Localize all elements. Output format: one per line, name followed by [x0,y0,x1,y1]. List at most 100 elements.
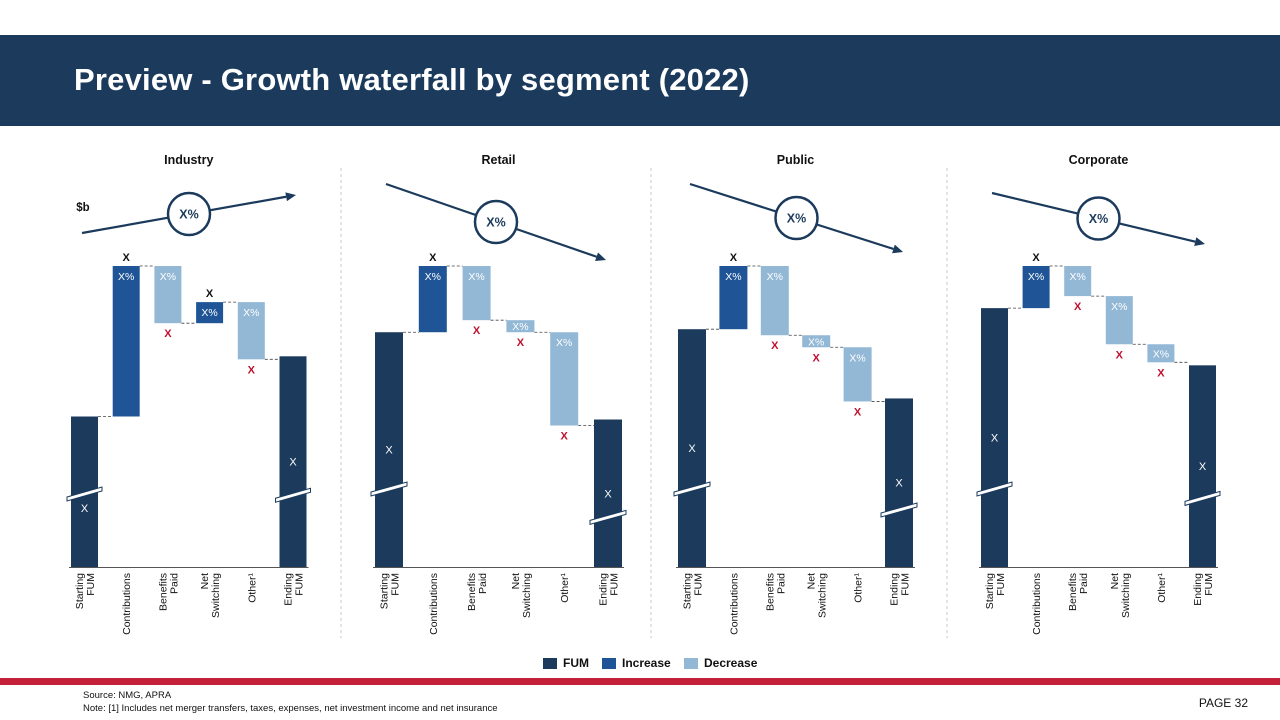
bar-1-2 [112,266,140,417]
bar-1-3 [154,266,182,324]
bar-inner-label-3-5: X% [849,352,865,364]
category-label-2-3: BenefitsPaid [466,573,489,611]
bar-1-4 [196,302,224,324]
legend-label-increase: Increase [622,656,671,670]
bar-outer-label-2-5: X [561,431,569,443]
bar-inner-label-2-2: X% [425,271,441,283]
bar-inner-label-3-2: X% [725,271,741,283]
bar-inner-label-3-4: X% [808,336,824,348]
bar-outer-label-3-5: X [854,406,862,418]
axis-break-mark-2-1 [370,481,408,497]
chart-title-2: Retail [481,153,515,167]
bar-2-1 [375,332,403,567]
trend-badge-4 [1076,196,1121,241]
bar-3-1 [678,329,706,567]
bar-4-5 [1147,344,1175,363]
trend-badge-3 [774,195,819,241]
bar-outer-label-2-4: X [517,337,525,349]
bar-inner-label-2-1: X [385,445,393,457]
bar-inner-label-1-6: X [289,457,297,469]
bar-4-4 [1105,296,1133,345]
category-label-2-6: EndingFUM [598,573,621,606]
category-label-1-1: StartingFUM [74,573,97,609]
axis-break-mark-3-1 [673,481,711,497]
bar-inner-label-3-1: X [688,443,696,455]
legend-item-decrease: Decrease [684,655,757,671]
bar-3-5 [843,347,872,402]
trend-arrow-head-4 [1194,237,1205,247]
bar-inner-label-1-2: X% [118,271,134,283]
bar-inner-label-4-3: X% [1070,271,1086,283]
legend: FUM Increase Decrease [0,655,1280,671]
bar-inner-label-4-4: X% [1111,301,1127,313]
bar-outer-label-3-3: X [771,340,779,352]
legend-label-fum: FUM [563,656,589,670]
legend-label-decrease: Decrease [704,656,758,670]
footer-accent-bar [0,678,1280,685]
axis-break-mark-4-1 [976,481,1013,497]
trend-arrow-head-3 [892,244,903,254]
page-title: Preview - Growth waterfall by segment (2… [74,62,750,97]
bar-4-3 [1064,266,1092,297]
category-label-2-1: StartingFUM [379,573,402,609]
bar-inner-label-4-2: X% [1028,271,1044,283]
bar-inner-label-2-3: X% [468,271,484,283]
bar-2-2 [418,266,447,333]
category-label-1-6: EndingFUM [283,573,306,606]
bar-inner-label-2-6: X [604,488,612,500]
source-notes: Source: NMG, APRA Note: [1] Includes net… [83,689,498,715]
legend-item-fum: FUM [543,655,589,671]
bar-inner-label-3-6: X [895,478,903,490]
bar-3-4 [802,335,831,348]
bar-inner-label-1-1: X [81,503,89,515]
bar-inner-label-1-3: X% [160,271,176,283]
bar-inner-label-1-4: X% [201,307,217,319]
bar-outer-label-1-2: X [123,252,131,264]
bar-outer-label-4-5: X [1157,367,1165,379]
legend-item-increase: Increase [602,655,671,671]
bar-outer-label-2-2: X [429,252,437,264]
bar-inner-label-4-6: X [1199,461,1207,473]
axis-break-mark-2-6 [589,509,627,526]
axis-break-mark-1-6 [275,487,311,503]
category-label-2-5: Other¹ [559,573,571,603]
bar-4-2 [1022,266,1050,309]
chart-title-1: Industry [164,153,213,167]
bar-outer-label-3-4: X [813,352,821,364]
category-label-2-2: Contributions [428,573,440,635]
category-label-1-3: BenefitsPaid [157,573,180,611]
bar-3-3 [760,266,789,336]
bar-4-6 [1189,365,1216,567]
source-line: Source: NMG, APRA [83,690,172,701]
bar-2-4 [506,320,535,333]
bar-2-3 [462,266,491,321]
category-label-3-6: EndingFUM [889,573,912,606]
legend-swatch-increase [602,657,616,669]
category-label-1-5: Other¹ [246,573,258,603]
note-line: Note: [1] Includes net merger transfers,… [83,703,498,714]
trend-label-3: X% [787,212,806,226]
bar-inner-label-1-5: X% [243,307,259,319]
bar-2-5 [550,332,579,426]
bar-1-5 [237,302,265,360]
bar-outer-label-1-3: X [164,328,172,340]
axis-break-mark-3-6 [880,502,918,518]
category-label-1-4: NetSwitching [199,573,222,618]
bar-inner-label-3-3: X% [767,271,783,283]
trend-badge-1 [166,191,212,237]
bar-inner-label-2-5: X% [556,337,572,349]
category-label-4-2: Contributions [1031,573,1043,635]
category-label-4-3: BenefitsPaid [1067,573,1090,611]
trend-badge-2 [473,199,519,245]
legend-swatch-fum [543,657,557,669]
bar-inner-label-2-4: X% [512,321,528,333]
waterfall-charts: Industry $b X% X StartingFUM X% X Contributions… [66,153,1221,638]
category-label-3-4: NetSwitching [806,573,829,618]
category-label-1-2: Contributions [121,573,133,635]
trend-label-4: X% [1089,212,1108,226]
category-label-3-1: StartingFUM [682,573,705,609]
bar-outer-label-4-4: X [1116,349,1124,361]
bar-outer-label-4-2: X [1032,252,1040,264]
trend-label-2: X% [486,216,505,230]
trend-arrow-head-2 [595,252,606,261]
